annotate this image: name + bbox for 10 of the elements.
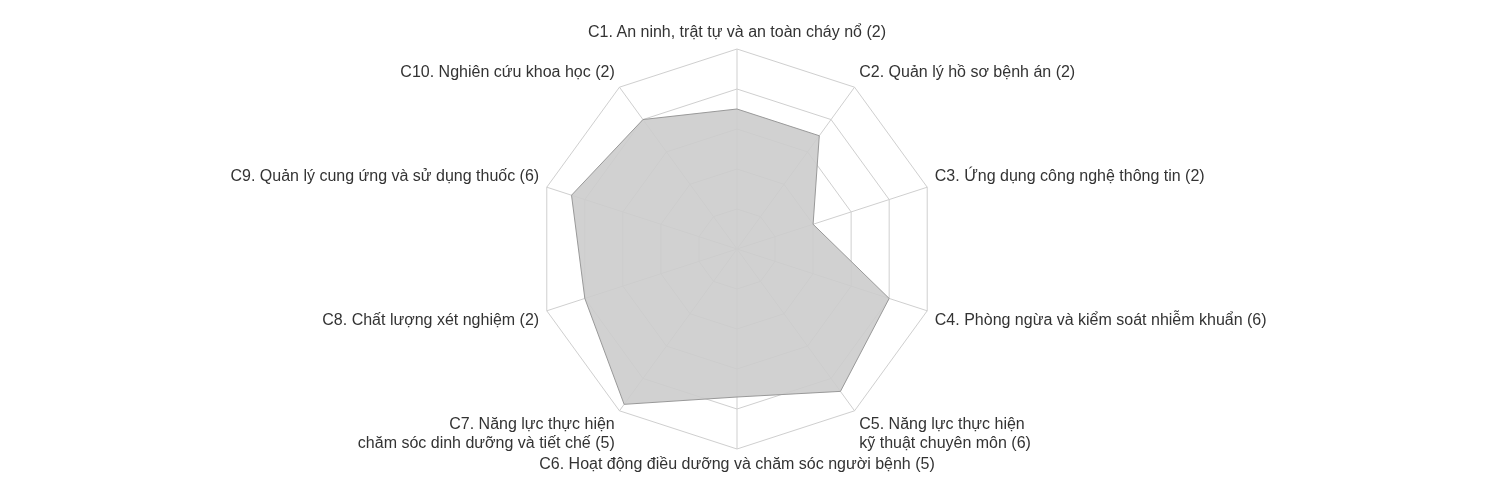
spoke-label: C2. Quản lý hồ sơ bệnh án (2): [859, 62, 1076, 80]
spoke-label: C4. Phòng ngừa và kiểm soát nhiễm khuẩn (6): [934, 310, 1267, 329]
spoke-label: C9. Quản lý cung ứng và sử dụng thuốc (6): [230, 166, 540, 184]
spoke-label: C1. An ninh, trật tự và an toàn cháy nổ (2): [588, 23, 886, 40]
spoke-label: C8. Chất lượng xét nghiệm (2): [322, 311, 540, 329]
spoke-label: C6. Hoạt động điều dưỡng và chăm sóc người bệnh (5): [539, 455, 935, 472]
spoke-label: C10. Nghiên cứu khoa học (2): [400, 62, 615, 80]
spoke-label: C5. Năng lực thực hiện kỹ thuật chuyên môn (6): [859, 415, 1031, 452]
spoke-label: C7. Năng lực thực hiện chăm sóc dinh dưỡng và tiết chế (5): [357, 415, 615, 452]
spoke-label: C3. Ứng dụng công nghệ thông tin (2): [934, 165, 1205, 184]
